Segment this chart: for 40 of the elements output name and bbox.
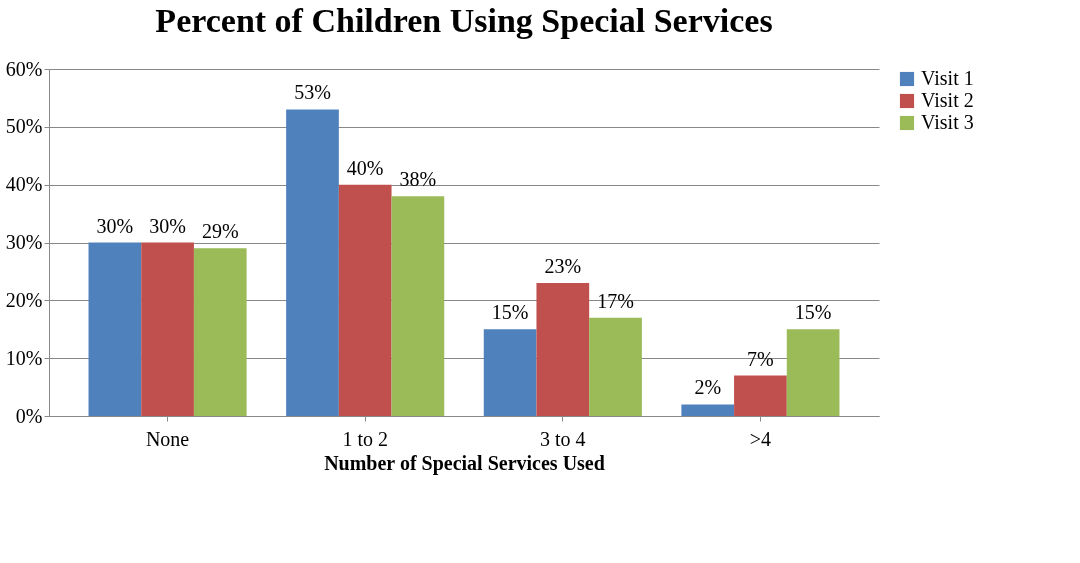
bar <box>786 329 840 416</box>
x-tick-label: >4 <box>749 427 772 450</box>
bar <box>536 282 590 416</box>
bar <box>88 242 142 416</box>
y-tick-label: 20% <box>5 288 43 311</box>
bar <box>338 184 392 416</box>
y-tick-label: 50% <box>5 115 43 138</box>
bar <box>589 317 642 416</box>
data-label: 40% <box>346 156 384 179</box>
y-tick-label: 0% <box>15 404 43 427</box>
data-label: 30% <box>96 214 134 237</box>
bar <box>193 248 247 416</box>
data-label: 17% <box>597 289 634 312</box>
bar <box>734 375 787 416</box>
y-tick-label: 10% <box>5 346 43 369</box>
legend-label: Visit 3 <box>921 111 974 133</box>
x-axis-title: Number of Special Services Used <box>324 451 605 475</box>
chart-title: Percent of Children Using Special Services <box>155 2 773 39</box>
data-label: 23% <box>544 254 582 277</box>
bar <box>391 196 445 416</box>
bar <box>483 329 537 416</box>
data-label: 29% <box>201 220 239 243</box>
legend-label: Visit 2 <box>921 89 974 111</box>
data-label: 7% <box>747 347 774 370</box>
x-tick-label: None <box>145 427 190 450</box>
bar <box>286 109 339 416</box>
bar <box>681 404 735 416</box>
data-label: 38% <box>399 168 437 191</box>
data-label: 2% <box>694 376 722 399</box>
y-tick-label: 40% <box>5 173 43 196</box>
data-label: 15% <box>491 301 529 324</box>
bar <box>141 242 194 416</box>
y-tick-label: 60% <box>5 57 43 80</box>
legend-label: Visit 1 <box>921 67 974 89</box>
x-tick-label: 3 to 4 <box>540 427 586 450</box>
data-label: 30% <box>149 214 186 237</box>
data-label: 53% <box>294 81 331 104</box>
y-tick-label: 30% <box>5 231 43 253</box>
data-label: 15% <box>794 301 832 324</box>
x-tick-label: 1 to 2 <box>342 427 388 450</box>
